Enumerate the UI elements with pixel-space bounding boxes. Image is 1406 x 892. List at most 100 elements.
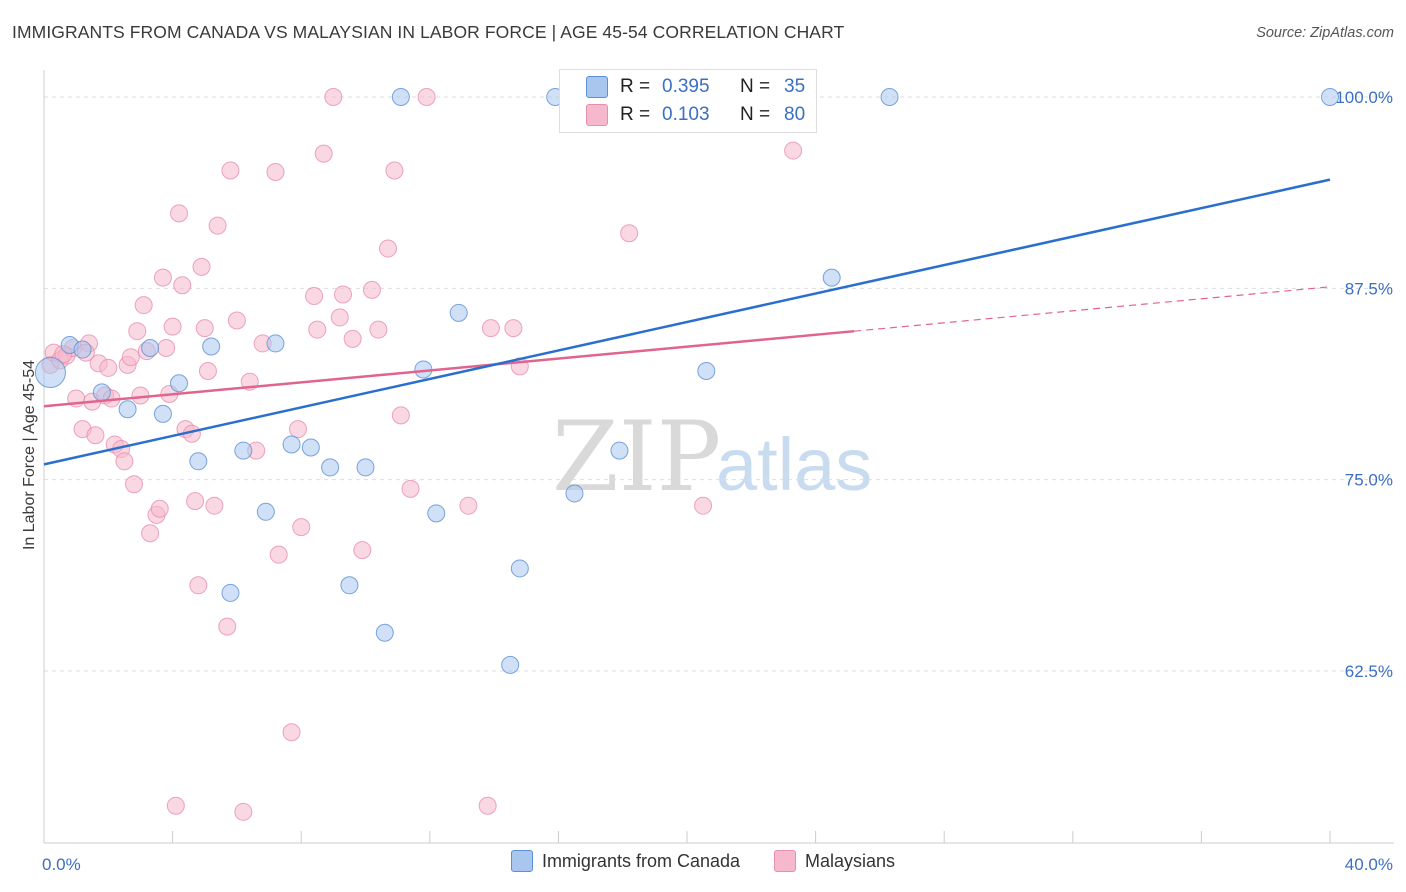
stats-swatch-canada (586, 76, 608, 98)
stats-r-label: R = (620, 104, 651, 125)
canada-point (221, 583, 240, 602)
malaysian-point (186, 492, 205, 511)
malaysian-point (86, 426, 105, 445)
malaysian-point (282, 723, 301, 742)
stats-n-value: 80 (784, 104, 806, 125)
malaysian-point (218, 617, 237, 636)
canada-point (153, 404, 172, 423)
malaysian-point (288, 420, 307, 439)
malaysian-point (694, 496, 713, 515)
malaysian-point (234, 802, 253, 821)
canada-point (282, 435, 301, 454)
legend-label-canada: Immigrants from Canada (541, 850, 741, 871)
malaysian-point (417, 88, 436, 106)
malaysian-point (198, 361, 217, 380)
canada-point (202, 337, 221, 356)
malaysian-point (369, 320, 388, 339)
malaysian-point (195, 319, 214, 338)
y-tick-label: 62.5% (1345, 662, 1393, 681)
malaysian-point (478, 796, 497, 815)
malaysian-trend-extension (854, 286, 1331, 332)
chart-title: IMMIGRANTS FROM CANADA VS MALAYSIAN IN L… (12, 22, 845, 42)
malaysian-point (128, 322, 147, 341)
canada-point (427, 504, 446, 523)
y-tick-label: 75.0% (1345, 471, 1393, 490)
stats-r-value: 0.395 (662, 76, 710, 97)
canada-point (256, 502, 275, 521)
canada-trend-line (43, 178, 1331, 466)
stats-row-canada: R = 0.395 N = 35 (560, 73, 805, 101)
canada-point (321, 458, 340, 477)
y-tick-label: 87.5% (1345, 279, 1393, 298)
malaysian-point (192, 257, 211, 276)
malaysian-point (227, 311, 246, 330)
malaysian-point (208, 216, 227, 235)
canada-point (501, 655, 520, 674)
malaysian-point (189, 576, 208, 595)
malaysian-point (121, 348, 140, 367)
malaysian-point (324, 88, 343, 106)
malaysian-trend-line (43, 329, 855, 408)
malaysian-point (173, 276, 192, 295)
malaysian-point (115, 452, 134, 471)
malaysian-point (170, 204, 189, 223)
malaysian-point (99, 358, 118, 377)
watermark-atlas: atlas (716, 423, 872, 506)
canada-point (610, 441, 629, 460)
malaysian-point (353, 541, 372, 560)
malaysian-point (343, 329, 362, 348)
malaysian-point (157, 339, 176, 358)
malaysian-point (163, 317, 182, 336)
canada-point (510, 559, 529, 578)
canada-point (880, 88, 899, 106)
malaysian-point (620, 224, 639, 243)
malaysian-point (459, 496, 478, 515)
malaysian-point (292, 518, 311, 537)
stats-n-label: N = (740, 104, 771, 125)
malaysian-point (784, 141, 803, 160)
x-tick-label: 40.0% (1345, 855, 1393, 874)
legend: Immigrants from Canada Malaysians (0, 850, 1406, 872)
stats-n-label: N = (740, 76, 771, 97)
x-tick-label: 0.0% (42, 855, 81, 874)
malaysian-point (504, 319, 523, 338)
canada-point (822, 268, 841, 287)
malaysian-point (379, 239, 398, 258)
malaysian-point (330, 308, 349, 327)
malaysian-point (308, 320, 327, 339)
canada-point (375, 623, 394, 642)
malaysian-point (266, 163, 285, 182)
malaysian-point (401, 479, 420, 498)
canada-point (73, 340, 92, 359)
malaysian-point (221, 161, 240, 180)
legend-label-malaysians: Malaysians (805, 850, 896, 871)
source-label: Source: ZipAtlas.com (1256, 25, 1394, 41)
stats-r-value: 0.103 (662, 104, 710, 125)
stats-row-malaysians: R = 0.103 N = 80 (560, 101, 805, 129)
canada-point (189, 452, 208, 471)
malaysian-point (269, 545, 288, 564)
malaysian-point (125, 475, 144, 494)
canada-point (34, 357, 66, 389)
canada-point (234, 441, 253, 460)
canada-point (697, 361, 716, 380)
canada-point (1321, 88, 1339, 106)
legend-item-canada[interactable]: Immigrants from Canada (510, 850, 741, 872)
stats-r-label: R = (620, 76, 651, 97)
malaysian-point (305, 286, 324, 305)
legend-swatch-malaysians (774, 850, 797, 872)
canada-point (141, 339, 160, 358)
stats-swatch-malaysians (586, 104, 608, 126)
malaysian-point (141, 524, 160, 543)
legend-item-malaysians[interactable]: Malaysians (774, 850, 895, 872)
canada-point (301, 438, 320, 457)
canada-point (340, 576, 359, 595)
malaysian-point (153, 268, 172, 287)
canada-point (449, 303, 468, 322)
canada-point (92, 383, 111, 402)
canada-point (565, 484, 584, 503)
malaysian-point (134, 296, 153, 315)
canada-point (356, 458, 375, 477)
malaysian-point (314, 144, 333, 163)
